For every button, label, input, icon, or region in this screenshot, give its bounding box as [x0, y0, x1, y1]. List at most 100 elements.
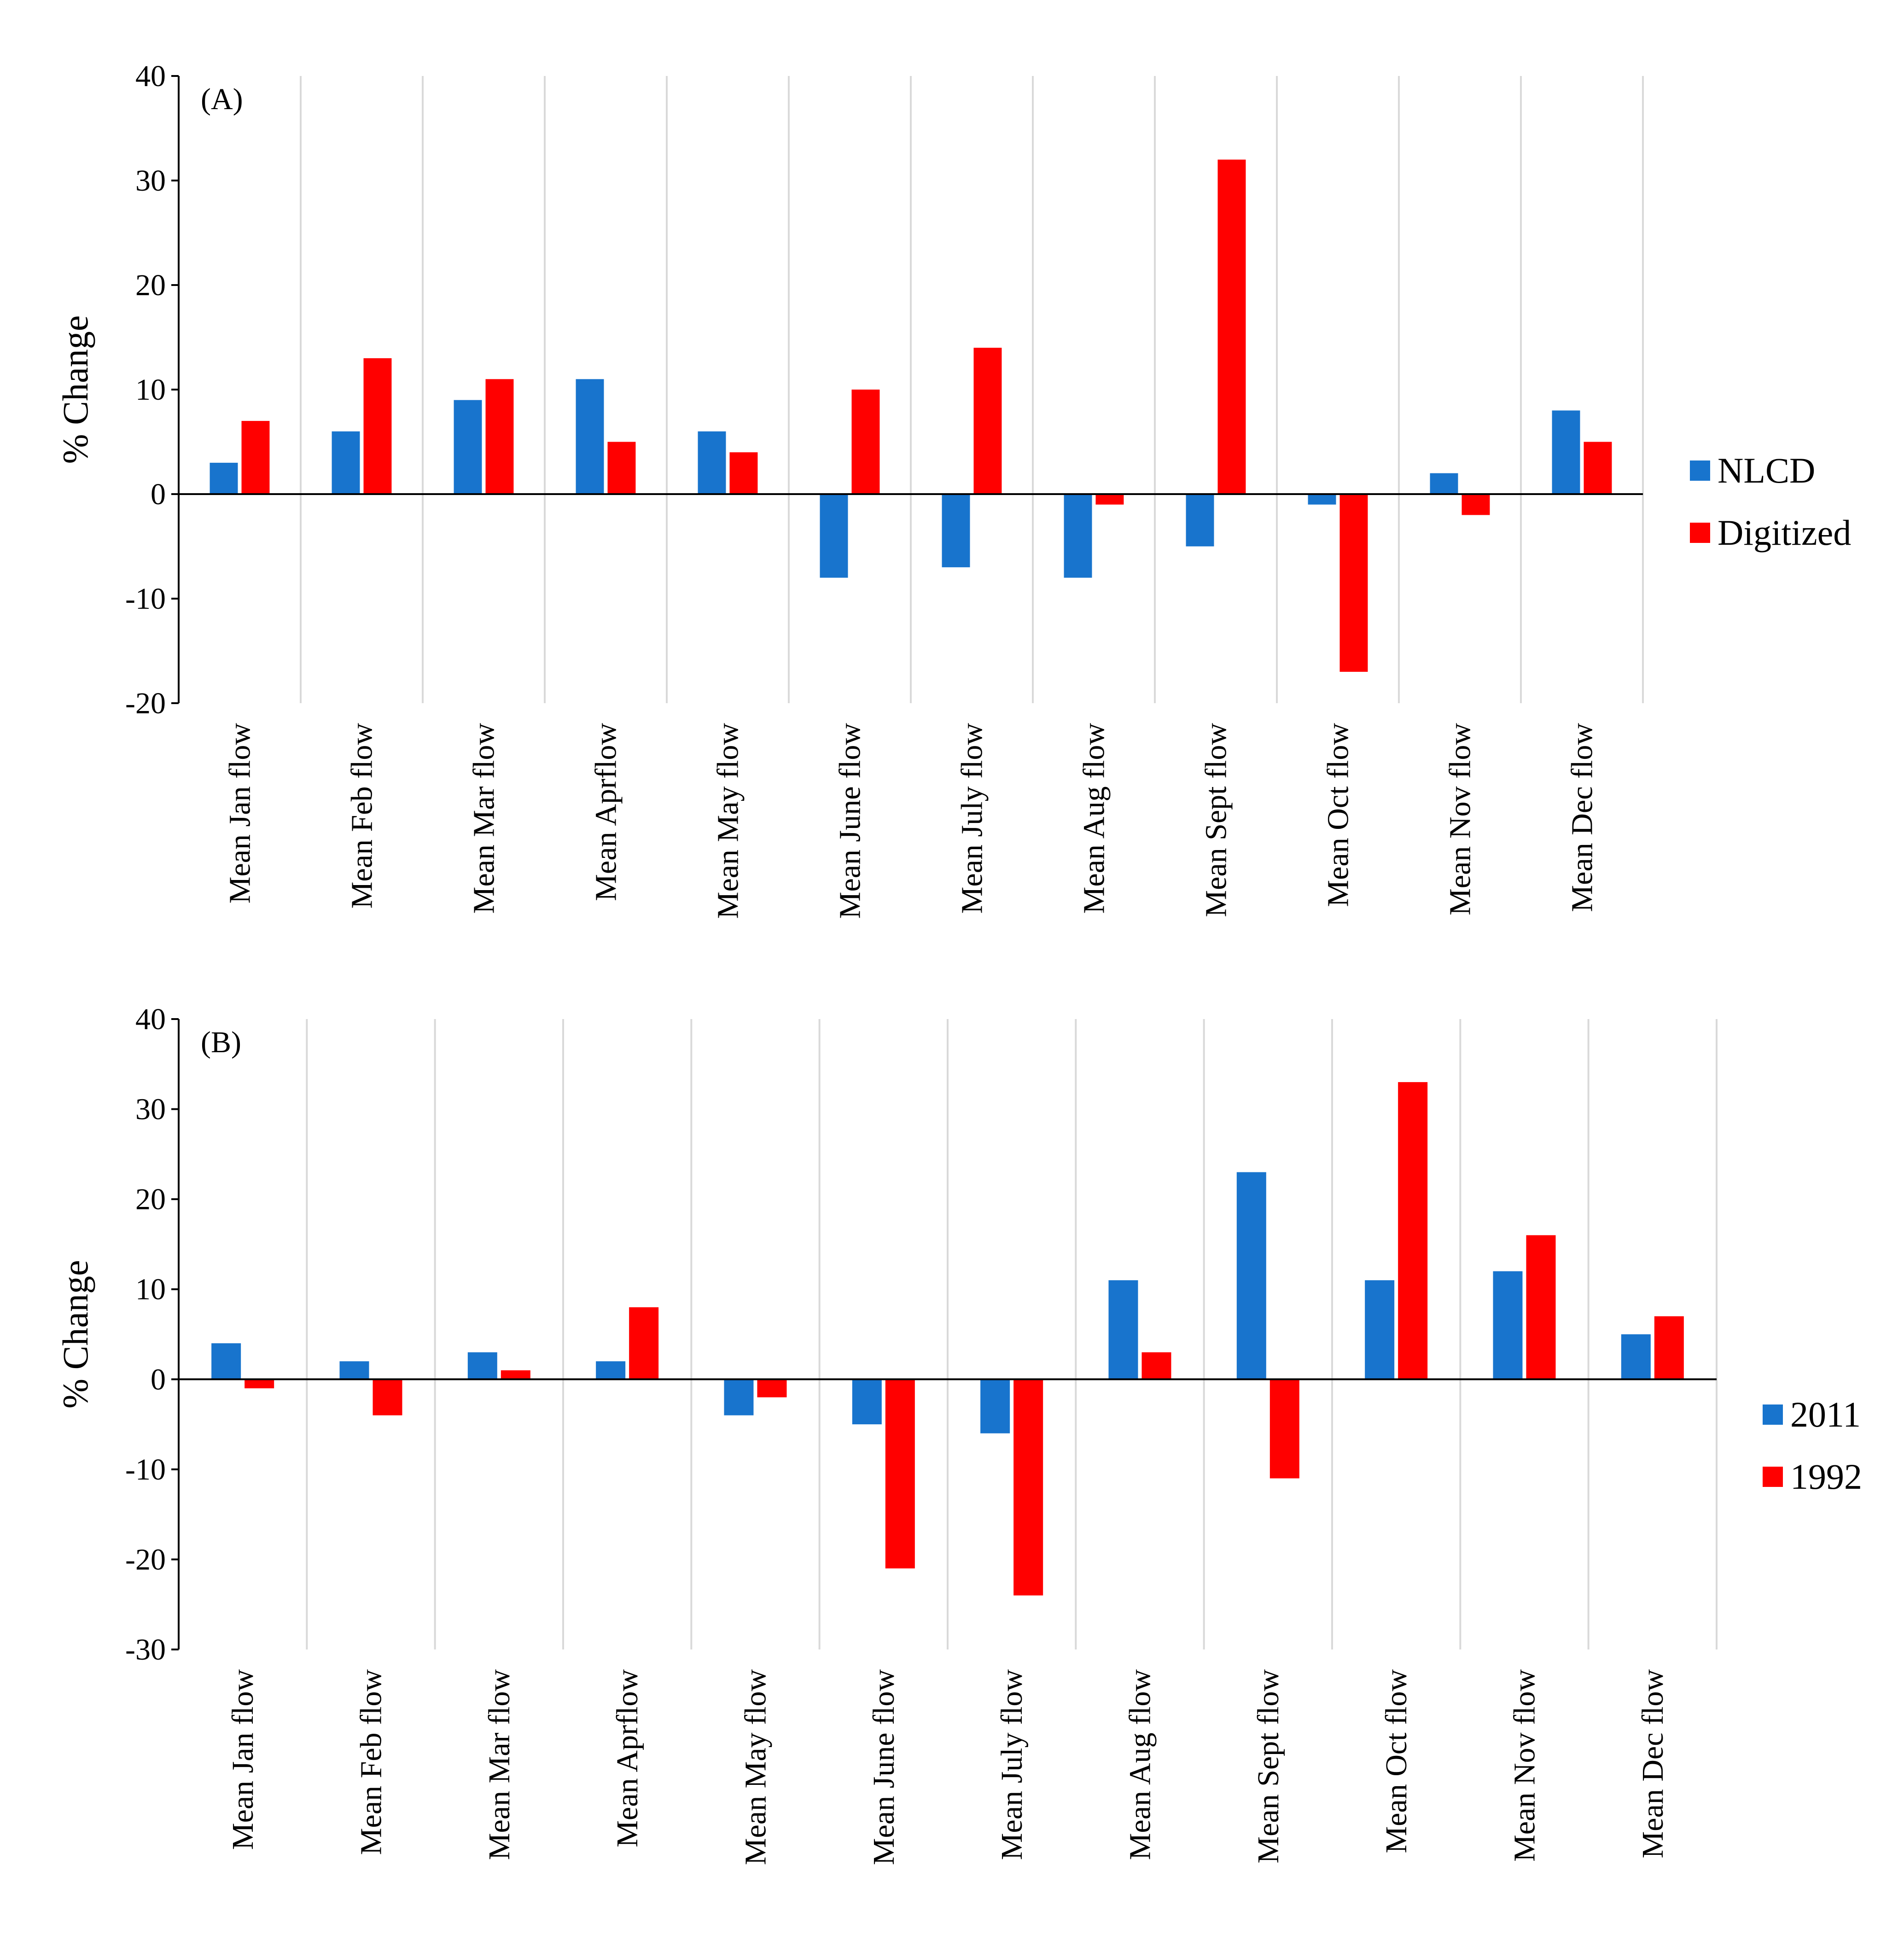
bar-1992-8	[1141, 1352, 1171, 1380]
category-label: Mean Oct flow	[1322, 723, 1355, 907]
category-label: Mean Dec flow	[1566, 723, 1599, 912]
legend-swatch-2	[1763, 1467, 1783, 1487]
y-tick-label: 10	[135, 1273, 166, 1306]
legend-label-1: NLCD	[1718, 450, 1815, 490]
bar-1992-9	[1269, 1379, 1299, 1479]
y-axis-title: % Change	[55, 1260, 95, 1409]
category-label: Mean Jan flow	[223, 723, 257, 904]
bar-1992-11	[1526, 1235, 1556, 1380]
category-label: Mean Dec flow	[1636, 1669, 1670, 1859]
bar-2011-1	[211, 1343, 241, 1380]
bar-1992-4	[629, 1307, 659, 1380]
y-tick-label: -10	[125, 1453, 166, 1486]
y-tick-label: -30	[125, 1633, 166, 1667]
bar-1992-12	[1654, 1316, 1684, 1380]
bar-digitized-6	[851, 390, 880, 494]
y-axis-title: % Change	[55, 315, 95, 464]
bar-1992-6	[885, 1379, 915, 1568]
y-tick-label: 30	[135, 1093, 166, 1126]
bar-2011-4	[596, 1361, 626, 1380]
bar-nlcd-2	[332, 431, 360, 494]
category-label: Mean Aug flow	[1124, 1669, 1157, 1860]
y-tick-label: 40	[135, 59, 166, 93]
category-label: Mean Aug flow	[1077, 723, 1111, 914]
legend-swatch-1	[1690, 460, 1710, 481]
chart-a: -20 -10 0 10 20 30 40 Mean Jan flow Mean Feb flo…	[55, 59, 1851, 919]
bar-nlcd-7	[942, 494, 970, 567]
category-label: Mean July flow	[995, 1669, 1029, 1860]
bar-digitized-2	[363, 358, 392, 494]
legend-label-1: 2011	[1790, 1394, 1861, 1434]
category-label: Mean Sept flow	[1199, 723, 1233, 917]
category-label: Mean Jan flow	[226, 1669, 260, 1850]
category-label: Mean May flow	[739, 1669, 773, 1865]
bar-2011-10	[1365, 1280, 1395, 1380]
bar-2011-12	[1621, 1334, 1651, 1380]
legend-label-2: 1992	[1790, 1457, 1862, 1497]
bar-nlcd-10	[1308, 494, 1336, 505]
bar-2011-11	[1493, 1271, 1523, 1380]
legend-swatch-2	[1690, 523, 1710, 543]
category-label: Mean June flow	[867, 1669, 901, 1865]
chart-b: -30 -20 -10 0 10 20 30 40 Mean Jan flow Mean Feb …	[55, 1002, 1862, 1865]
bar-2011-8	[1108, 1280, 1138, 1380]
y-tick-label: 10	[135, 373, 166, 407]
bar-2011-3	[467, 1352, 497, 1380]
panel-label: (A)	[201, 82, 243, 116]
bar-1992-1	[245, 1379, 274, 1388]
bar-digitized-3	[485, 379, 514, 494]
bar-digitized-4	[607, 442, 636, 494]
category-label: Mean Mar flow	[483, 1669, 516, 1860]
bar-digitized-9	[1217, 159, 1246, 495]
panel-label: (B)	[201, 1026, 241, 1059]
bar-nlcd-4	[576, 379, 604, 494]
category-label: Mean Feb flow	[355, 1669, 388, 1855]
bar-digitized-7	[973, 348, 1002, 494]
bar-1992-7	[1013, 1379, 1043, 1596]
y-tick-label: 0	[151, 478, 166, 511]
category-label: Mean Aprflow	[611, 1669, 644, 1847]
bar-digitized-1	[241, 421, 270, 494]
bar-2011-9	[1236, 1172, 1266, 1380]
y-tick-label: 0	[151, 1363, 166, 1396]
category-label: Mean Sept flow	[1252, 1669, 1285, 1864]
legend-swatch-1	[1763, 1404, 1783, 1425]
y-tick-label: -20	[125, 1543, 166, 1576]
bar-1992-3	[501, 1370, 530, 1380]
bar-digitized-5	[729, 452, 758, 494]
bar-2011-6	[852, 1379, 882, 1425]
bar-nlcd-5	[698, 431, 726, 494]
bar-2011-2	[339, 1361, 369, 1380]
bar-2011-5	[724, 1379, 754, 1416]
category-label: Mean Feb flow	[345, 723, 379, 909]
category-label: Mean July flow	[955, 723, 989, 914]
bar-digitized-8	[1095, 494, 1124, 505]
bar-nlcd-3	[454, 400, 482, 494]
bar-nlcd-9	[1186, 494, 1214, 547]
y-tick-label: 40	[135, 1002, 166, 1036]
bar-1992-5	[757, 1379, 787, 1398]
bar-1992-2	[373, 1379, 402, 1416]
bar-nlcd-12	[1552, 410, 1580, 494]
category-label: Mean Nov flow	[1444, 723, 1477, 915]
category-label: Mean Oct flow	[1380, 1669, 1413, 1853]
y-tick-label: -20	[125, 687, 166, 720]
bar-nlcd-11	[1430, 473, 1458, 494]
category-label: Mean June flow	[833, 723, 867, 919]
bar-1992-10	[1398, 1082, 1428, 1380]
category-label: Mean Nov flow	[1508, 1669, 1542, 1862]
bar-digitized-10	[1339, 494, 1368, 672]
legend-label-2: Digitized	[1718, 513, 1851, 553]
y-tick-label: -10	[125, 582, 166, 616]
y-tick-label: 20	[135, 1183, 166, 1216]
bar-digitized-12	[1584, 442, 1612, 494]
category-label: Mean Mar flow	[467, 723, 501, 914]
bar-nlcd-8	[1064, 494, 1092, 578]
category-label: Mean May flow	[711, 723, 745, 919]
y-tick-label: 20	[135, 268, 166, 302]
bar-nlcd-6	[820, 494, 848, 578]
bar-2011-7	[980, 1379, 1010, 1434]
category-label: Mean Aprflow	[589, 723, 623, 901]
y-tick-label: 30	[135, 164, 166, 198]
